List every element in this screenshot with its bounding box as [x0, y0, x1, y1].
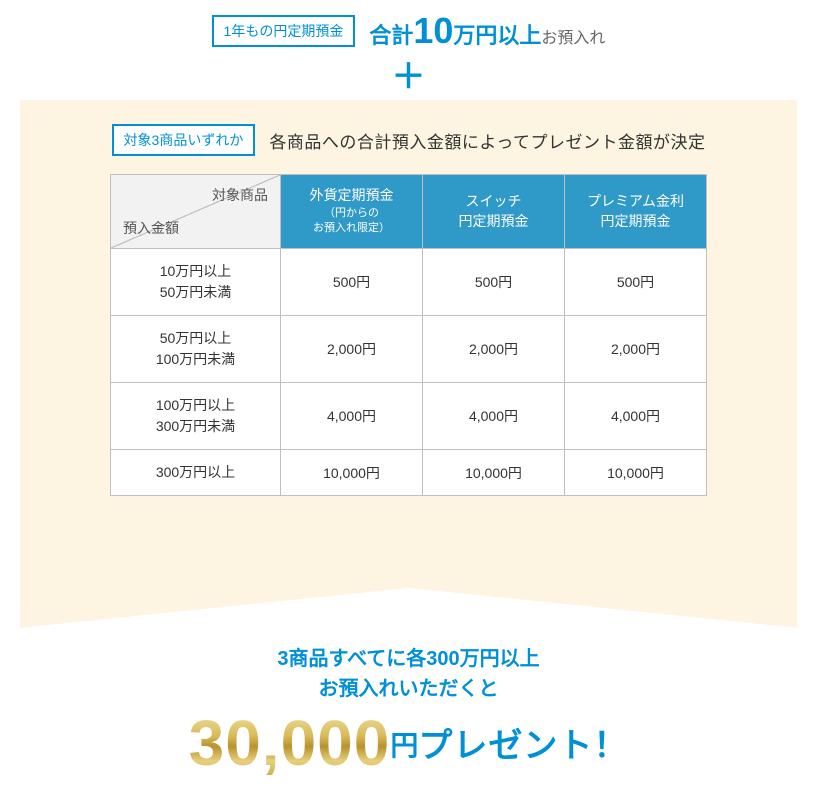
row1-v3: 500円 — [565, 249, 707, 316]
col2-line2: 円定期預金 — [429, 212, 558, 232]
bottom-amount-line: 30,000円プレゼント！ — [0, 706, 817, 780]
table-row: 10万円以上 50万円未満 500円 500円 500円 — [111, 249, 707, 316]
plus-icon: ＋ — [0, 60, 817, 94]
row2-v2: 2,000円 — [423, 316, 565, 383]
headline-post: お預入れ — [541, 30, 605, 47]
top-condition-row: 1年もの円定期預金 合計10万円以上お預入れ — [0, 0, 817, 56]
row1-v2: 500円 — [423, 249, 565, 316]
headline-number: 10 — [413, 10, 453, 51]
row4-v1: 10,000円 — [281, 450, 423, 496]
top-headline: 合計10万円以上お預入れ — [369, 10, 605, 52]
row4-label: 300万円以上 — [111, 450, 281, 496]
row3-v2: 4,000円 — [423, 383, 565, 450]
col-header-2: スイッチ 円定期預金 — [423, 175, 565, 249]
col2-line1: スイッチ — [429, 192, 558, 212]
top-tag: 1年もの円定期預金 — [212, 15, 356, 47]
row1-l1: 10万円以上 — [160, 263, 232, 279]
panel-subtext: 各商品への合計預入金額によってプレゼント金額が決定 — [269, 128, 705, 153]
amount-number: 30,000 — [189, 707, 391, 779]
col1-small: （円からのお預入れ限定） — [287, 206, 416, 237]
row1-label: 10万円以上 50万円未満 — [111, 249, 281, 316]
row3-v3: 4,000円 — [565, 383, 707, 450]
lead-line1: 3商品すべてに各300万円以上 — [277, 648, 539, 670]
col1-line1: 外貨定期預金 — [287, 186, 416, 206]
col3-line1: プレミアム金利 — [571, 192, 700, 212]
table-row: 300万円以上 10,000円 10,000円 10,000円 — [111, 450, 707, 496]
corner-top-label: 対象商品 — [212, 185, 268, 205]
row1-v1: 500円 — [281, 249, 423, 316]
col1-small1: 円からの — [335, 207, 379, 219]
corner-bottom-label: 預入金額 — [123, 218, 179, 238]
col3-line2: 円定期預金 — [571, 212, 700, 232]
sub-condition-row: 対象3商品いずれか 各商品への合計預入金額によってプレゼント金額が決定 — [50, 124, 767, 156]
row3-l1: 100万円以上 — [156, 397, 235, 413]
row2-l2: 100万円未満 — [156, 351, 235, 367]
headline-unit: 万円以上 — [453, 23, 541, 48]
table-corner-cell: 対象商品 預入金額 — [111, 175, 281, 249]
main-panel: 対象3商品いずれか 各商品への合計預入金額によってプレゼント金額が決定 対象商品… — [20, 100, 797, 588]
row4-v3: 10,000円 — [565, 450, 707, 496]
bottom-lead: 3商品すべてに各300万円以上 お預入れいただくと — [0, 644, 817, 704]
table-row: 50万円以上 100万円未満 2,000円 2,000円 2,000円 — [111, 316, 707, 383]
lead-line2: お預入れいただくと — [319, 678, 499, 700]
row1-l2: 50万円未満 — [160, 284, 232, 300]
panel-tag: 対象3商品いずれか — [112, 124, 256, 156]
yen-label: 円 — [390, 730, 418, 761]
row4-v2: 10,000円 — [423, 450, 565, 496]
headline-pre: 合計 — [369, 23, 413, 48]
col1-small2: お預入れ限定 — [313, 222, 379, 234]
table-header-row: 対象商品 預入金額 外貨定期預金 （円からのお預入れ限定） スイッチ 円定期預金… — [111, 175, 707, 249]
table-row: 100万円以上 300万円未満 4,000円 4,000円 4,000円 — [111, 383, 707, 450]
row3-v1: 4,000円 — [281, 383, 423, 450]
row2-label: 50万円以上 100万円未満 — [111, 316, 281, 383]
row2-v1: 2,000円 — [281, 316, 423, 383]
present-label: プレゼント！ — [418, 727, 628, 765]
row3-l2: 300万円未満 — [156, 418, 235, 434]
row2-l1: 50万円以上 — [160, 330, 232, 346]
col-header-3: プレミアム金利 円定期預金 — [565, 175, 707, 249]
row2-v3: 2,000円 — [565, 316, 707, 383]
row3-label: 100万円以上 300万円未満 — [111, 383, 281, 450]
bottom-promo: 3商品すべてに各300万円以上 お預入れいただくと 30,000円プレゼント！ — [0, 636, 817, 804]
gift-table: 対象商品 預入金額 外貨定期預金 （円からのお預入れ限定） スイッチ 円定期預金… — [110, 174, 707, 496]
col-header-1: 外貨定期預金 （円からのお預入れ限定） — [281, 175, 423, 249]
